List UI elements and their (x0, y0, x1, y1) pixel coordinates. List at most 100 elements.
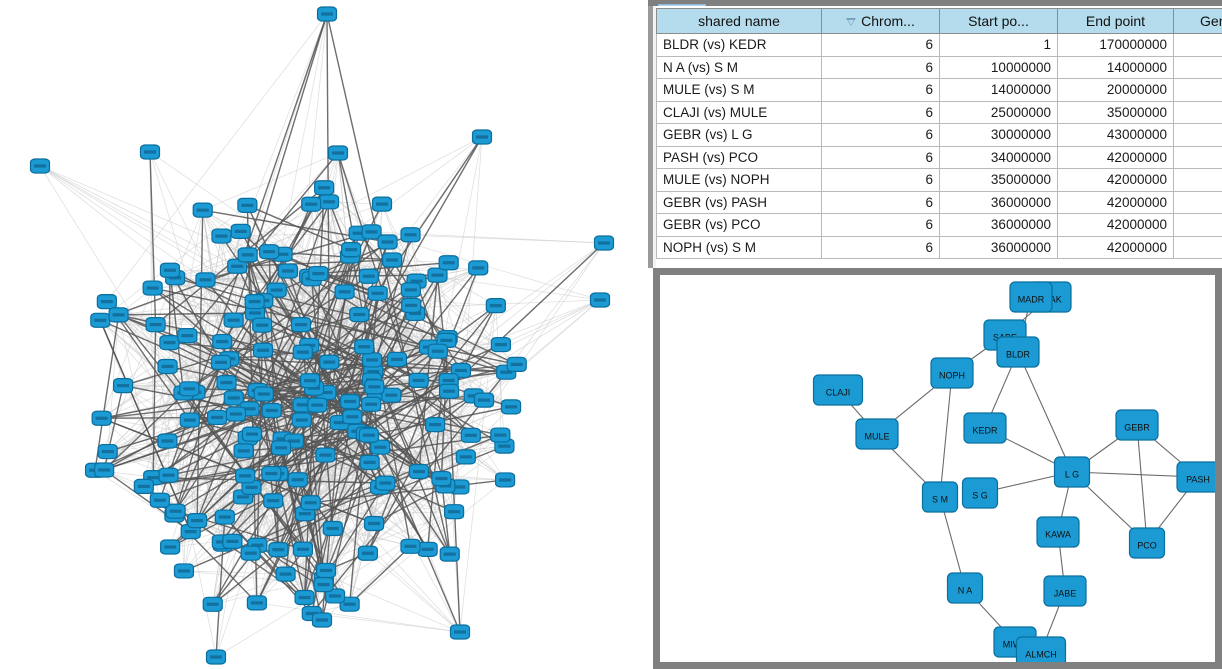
network-node[interactable] (91, 410, 112, 426)
network-node[interactable] (292, 344, 313, 360)
subnetwork-node-BLDR[interactable]: BLDR (996, 336, 1040, 368)
network-node[interactable] (300, 373, 321, 389)
table-row[interactable]: GEBR (vs) PASH636000000420000008.9 (656, 190, 1222, 214)
network-node[interactable] (259, 244, 280, 260)
network-node[interactable] (277, 263, 299, 279)
network-node[interactable] (275, 566, 296, 582)
network-node[interactable] (212, 333, 233, 350)
network-node[interactable] (494, 472, 516, 488)
cell-shared_name[interactable]: GEBR (vs) PCO (656, 213, 822, 237)
subnetwork-canvas[interactable]: JOAKSABENOPHCLAJIMULES MN AMIWEMADRBLDRK… (660, 275, 1215, 662)
network-node[interactable] (227, 258, 248, 274)
network-node[interactable] (179, 381, 200, 397)
network-node[interactable] (438, 255, 459, 271)
network-node[interactable] (358, 427, 379, 443)
network-node[interactable] (139, 144, 161, 160)
network-node[interactable] (313, 576, 334, 593)
cell-start_point[interactable]: 10000000 (939, 55, 1058, 79)
network-node[interactable] (490, 427, 511, 443)
network-node[interactable] (145, 316, 166, 333)
cell-start_point[interactable]: 14000000 (939, 78, 1058, 102)
subnetwork-node-JABE[interactable]: JABE (1043, 575, 1087, 607)
network-node[interactable] (341, 241, 362, 258)
cell-chromosome[interactable]: 6 (821, 145, 940, 169)
network-node[interactable] (159, 334, 180, 351)
subnetwork-node-NOPH[interactable]: NOPH (930, 357, 974, 389)
network-node[interactable] (381, 387, 402, 403)
network-node[interactable] (246, 595, 267, 611)
network-node[interactable] (425, 417, 446, 433)
network-node[interactable] (241, 426, 263, 442)
cell-end_point[interactable]: 43000000 (1057, 123, 1174, 147)
cell-genetic[interactable]: 16.9 (1173, 123, 1222, 147)
network-node[interactable] (244, 293, 265, 310)
network-node[interactable] (593, 235, 615, 251)
network-node[interactable] (195, 272, 216, 288)
cell-shared_name[interactable]: N A (vs) S M (656, 55, 822, 79)
network-node[interactable] (270, 440, 292, 456)
network-node[interactable] (322, 520, 343, 537)
subnetwork-node-L-G[interactable]: L G (1053, 456, 1091, 488)
network-node[interactable] (307, 397, 328, 413)
network-node[interactable] (339, 596, 360, 612)
network-node[interactable] (431, 470, 452, 487)
network-node[interactable] (97, 443, 118, 460)
subnetwork-node-S-M[interactable]: S M (921, 481, 959, 513)
cell-chromosome[interactable]: 6 (821, 55, 940, 79)
cell-genetic[interactable]: 10.5 (1173, 168, 1222, 192)
network-node[interactable] (342, 409, 363, 425)
network-node[interactable] (202, 596, 223, 612)
network-node[interactable] (177, 328, 198, 344)
subnetwork-node-MULE[interactable]: MULE (855, 418, 899, 450)
cell-start_point[interactable]: 30000000 (939, 123, 1058, 147)
network-node[interactable] (427, 267, 448, 283)
column-header-start-point[interactable]: Start po... (939, 8, 1058, 34)
network-node[interactable] (316, 6, 338, 22)
network-node[interactable] (222, 533, 243, 549)
network-node[interactable] (361, 396, 382, 412)
network-node[interactable] (263, 493, 284, 509)
network-node[interactable] (490, 336, 511, 353)
cell-shared_name[interactable]: GEBR (vs) PASH (656, 190, 822, 214)
full-network-canvas[interactable] (0, 0, 648, 669)
cell-chromosome[interactable]: 6 (821, 33, 940, 57)
subnetwork-node-PCO[interactable]: PCO (1128, 527, 1166, 559)
network-node[interactable] (408, 372, 429, 389)
cell-shared_name[interactable]: CLAJI (vs) MULE (656, 100, 822, 124)
subnetwork-node-KEDR[interactable]: KEDR (963, 412, 1007, 444)
network-node[interactable] (294, 589, 315, 606)
cell-genetic[interactable]: 8.4 (1173, 213, 1222, 237)
cell-start_point[interactable]: 35000000 (939, 168, 1058, 192)
network-node[interactable] (449, 624, 471, 640)
cell-genetic[interactable]: 5.9 (1173, 100, 1222, 124)
network-node[interactable] (377, 234, 398, 250)
network-node[interactable] (318, 194, 340, 210)
network-node[interactable] (401, 297, 422, 313)
cell-shared_name[interactable]: NOPH (vs) S M (656, 235, 822, 259)
network-node[interactable] (485, 298, 506, 314)
network-node[interactable] (252, 342, 274, 358)
network-node[interactable] (192, 202, 213, 218)
network-node[interactable] (292, 541, 314, 557)
network-node[interactable] (210, 354, 232, 370)
network-node[interactable] (235, 468, 256, 484)
network-node[interactable] (205, 649, 227, 665)
network-node[interactable] (468, 260, 489, 276)
network-node[interactable] (223, 312, 244, 328)
network-node[interactable] (324, 588, 346, 604)
network-node[interactable] (500, 399, 522, 415)
table-scroll-area[interactable]: shared name Chrom... Start po... End poi… (656, 8, 1222, 266)
subnetwork-node-GEBR[interactable]: GEBR (1115, 409, 1159, 441)
network-node[interactable] (438, 383, 460, 399)
network-node[interactable] (327, 145, 349, 161)
network-node[interactable] (473, 392, 495, 408)
attribute-table[interactable]: shared name Chrom... Start po... End poi… (656, 8, 1222, 259)
cell-chromosome[interactable]: 6 (821, 123, 940, 147)
network-node[interactable] (240, 545, 261, 561)
cell-end_point[interactable]: 42000000 (1057, 190, 1174, 214)
table-row[interactable]: GEBR (vs) L G6300000004300000016.9 (656, 123, 1222, 147)
network-node[interactable] (340, 393, 361, 410)
network-node[interactable] (400, 282, 421, 298)
network-node[interactable] (455, 449, 476, 465)
network-node[interactable] (319, 354, 340, 370)
